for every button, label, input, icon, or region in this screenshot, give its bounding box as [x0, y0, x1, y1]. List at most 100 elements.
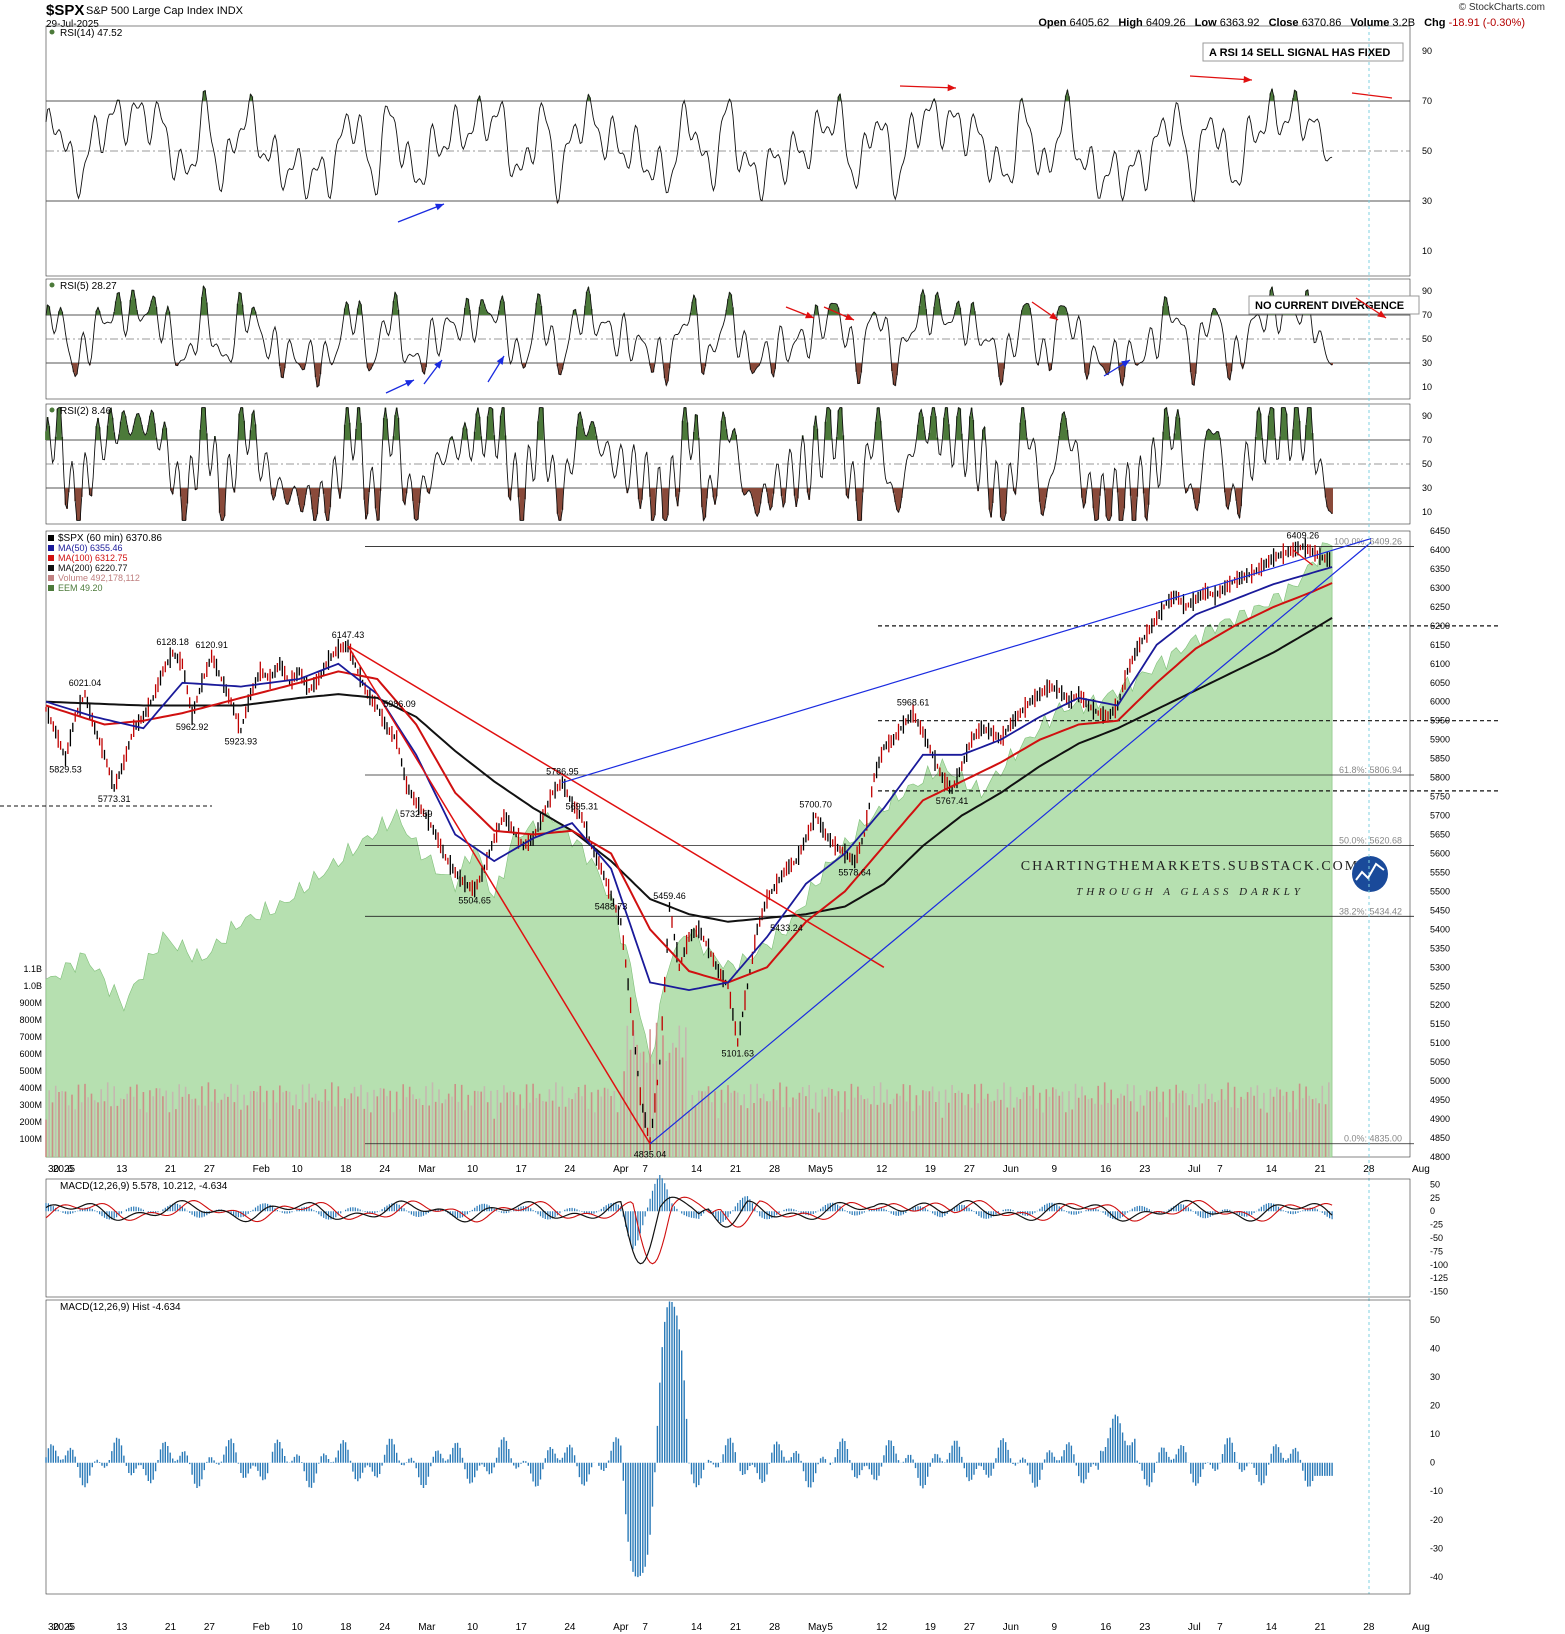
price-tick-label: 5400 [1430, 924, 1450, 934]
price-annotation: 5504.65 [458, 896, 491, 906]
rsi14-panel: 90 70 50 30 10 RSI(14) 47.52 A RSI 14 SELL SIG… [45, 25, 1432, 277]
legend-entry: MA(100) 6312.75 [58, 553, 128, 563]
volume-tick-label: 100M [19, 1134, 42, 1144]
rsi5-bear-div-arrow-3-head [1049, 312, 1058, 320]
price-x-tick-label: 21 [730, 1164, 742, 1175]
rsi14-bear-div-arrow-2-shaft [1189, 75, 1253, 81]
rsi5-tick-label: 90 [1422, 286, 1432, 296]
rsi2-tick-label: 50 [1422, 459, 1432, 469]
price-x-tick-label: 13 [116, 1164, 128, 1175]
bottom-x-tick-label: 19 [925, 1622, 937, 1633]
price-tick-label: 6150 [1430, 640, 1450, 650]
price-x-tick-label: May [808, 1164, 827, 1175]
price-annotation: 5101.63 [721, 1048, 754, 1058]
price-tick-label: 5050 [1430, 1057, 1450, 1067]
rsi2-tick-label: 90 [1422, 411, 1432, 421]
price-tick-label: 6400 [1430, 545, 1450, 555]
legend-entry: $SPX (60 min) 6370.86 [58, 533, 162, 544]
price-tick-label: 6350 [1430, 564, 1450, 574]
price-x-tick-label: Jul [1188, 1164, 1201, 1175]
price-tick-label: 6100 [1430, 659, 1450, 669]
hist-tick-label: -30 [1430, 1543, 1443, 1553]
hist-tick-label: 20 [1430, 1401, 1440, 1411]
price-annotation: 4835.04 [634, 1150, 667, 1160]
rsi14-bear-div-arrow-1-shaft [899, 85, 957, 89]
price-x-tick-label: 24 [379, 1164, 391, 1175]
rsi5-marker [49, 282, 55, 288]
bottom-x-tick-label: 18 [340, 1622, 352, 1633]
rsi2-tick-label: 10 [1422, 507, 1432, 517]
bottom-x-tick-label: Jun [1003, 1622, 1019, 1633]
volume-tick-label: 300M [19, 1100, 42, 1110]
price-annotation: 5732.59 [400, 809, 433, 819]
volume-tick-label: 1.0B [23, 981, 42, 991]
bottom-x-tick-label: May [808, 1622, 827, 1633]
price-x-tick-label: 12 [876, 1164, 888, 1175]
price-annotation: 5829.53 [49, 765, 82, 775]
bottom-x-tick-label: 17 [516, 1622, 528, 1633]
macd-tick-label: -150 [1430, 1287, 1448, 1297]
price-tick-label: 5550 [1430, 867, 1450, 877]
price-panel: 100.0%: 6409.26 61.8%: 5806.94 50.0%: 5620… [0, 526, 1498, 1162]
rsi14-bear-div-line [1351, 92, 1393, 99]
price-annotation: 6409.26 [1287, 531, 1320, 541]
index-full-name: S&P 500 Large Cap Index [86, 5, 214, 17]
symbol-label: $SPX [46, 2, 85, 19]
price-annotation: 5578.64 [838, 867, 871, 877]
volume-bars-down [45, 1022, 1327, 1157]
price-x-tick-label: Feb [253, 1164, 271, 1175]
rsi2-line [45, 406, 1333, 522]
rsi5-note-box [1248, 295, 1420, 315]
bottom-x-tick-label: 6 [67, 1622, 73, 1633]
blue-resistance-trendline [562, 538, 1372, 784]
price-tick-label: 5000 [1430, 1076, 1450, 1086]
price-x-tick-label: 27 [964, 1164, 976, 1175]
bottom-x-tick-label: 2025 [53, 1622, 76, 1633]
price-tick-label: 5750 [1430, 792, 1450, 802]
red-channel-upper [347, 645, 885, 968]
rsi5-tick-label: 50 [1422, 334, 1432, 344]
price-tick-label: 5850 [1430, 754, 1450, 764]
bottom-x-tick-label: Mar [418, 1622, 436, 1633]
price-tick-label: 6300 [1430, 583, 1450, 593]
bottom-x-tick-label: 28 [1363, 1622, 1375, 1633]
price-x-tick-label: 18 [340, 1164, 352, 1175]
ma100-line [45, 582, 1333, 984]
watermark-logo-chart-icon [1355, 862, 1385, 881]
price-annotation: 5968.61 [897, 697, 930, 707]
blue-support-trendline [649, 541, 1372, 1145]
price-tick-label: 5800 [1430, 773, 1450, 783]
macd-signal-line [45, 1196, 1333, 1265]
macd-tick-label: 50 [1430, 1179, 1440, 1189]
price-tick-label: 4800 [1430, 1152, 1450, 1162]
bottom-x-tick-label: 23 [1139, 1622, 1151, 1633]
price-x-tick-label: Jun [1003, 1164, 1019, 1175]
rsi5-note: NO CURRENT DIVERGENCE [1255, 300, 1404, 312]
rsi14-line [45, 87, 1333, 205]
price-x-tick-label: 14 [1266, 1164, 1278, 1175]
price-annotation: 5767.41 [936, 796, 969, 806]
rsi2-oversold-fill [64, 488, 1333, 521]
date-label: 29-Jul-2025 [46, 19, 99, 30]
price-x-tick-label: Apr [613, 1164, 629, 1175]
price-annotation: 5700.70 [799, 800, 832, 810]
macd-tick-label: -25 [1430, 1220, 1443, 1230]
bottom-x-tick-label: Jul [1188, 1622, 1201, 1633]
volume-bars-up [48, 1025, 1330, 1157]
hist-tick-label: -10 [1430, 1486, 1443, 1496]
price-x-tick-label: Mar [418, 1164, 436, 1175]
bottom-x-tick-label: 7 [1217, 1622, 1223, 1633]
price-tick-label: 5200 [1430, 1000, 1450, 1010]
red-channel-lower [347, 645, 651, 1145]
price-x-tick-label: 10 [467, 1164, 479, 1175]
bottom-x-tick-label: 27 [964, 1622, 976, 1633]
bottom-x-tick-label: 16 [1100, 1622, 1112, 1633]
price-tick-label: 5700 [1430, 811, 1450, 821]
volume-tick-label: 500M [19, 1066, 42, 1076]
hist-label: MACD(12,26,9) Hist -4.634 [60, 1302, 181, 1313]
volume-tick-label: 200M [19, 1117, 42, 1127]
price-annotation: 5986.09 [383, 699, 416, 709]
price-candles-up [47, 538, 1331, 1128]
price-x-tick-label: 7 [642, 1164, 648, 1175]
price-x-tick-label: 21 [1315, 1164, 1327, 1175]
